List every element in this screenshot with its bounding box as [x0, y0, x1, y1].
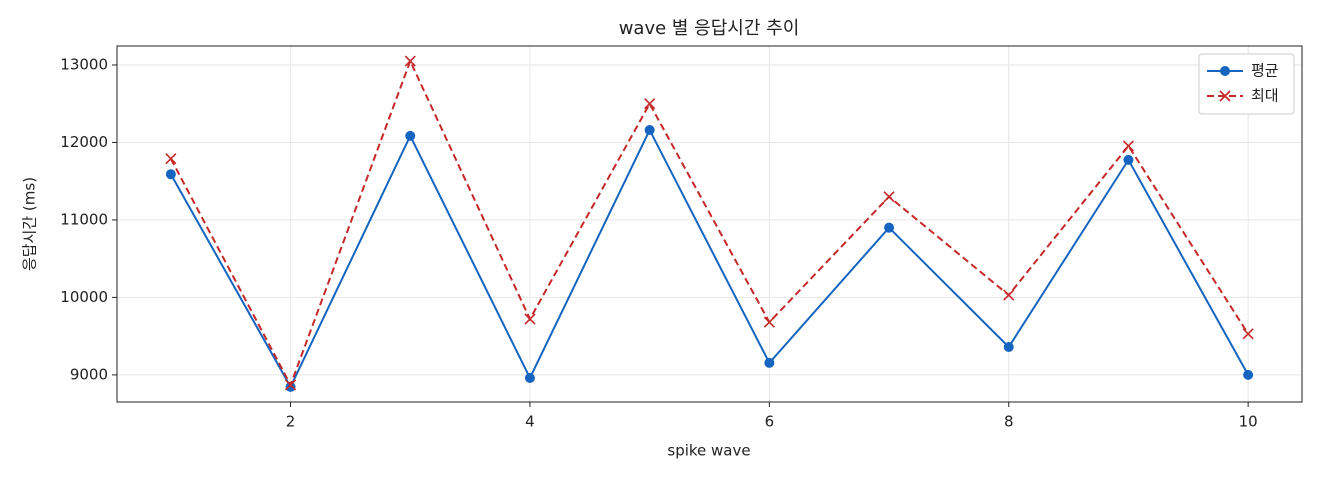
data-point — [404, 55, 416, 67]
x-tick-label: 6 — [765, 413, 775, 431]
data-point — [1122, 140, 1135, 152]
data-point — [1123, 154, 1134, 165]
marker — [1243, 369, 1254, 380]
y-tick-label: 10000 — [60, 288, 108, 306]
x-tick-label: 8 — [1004, 413, 1014, 431]
data-point — [524, 372, 535, 383]
marker — [1003, 341, 1014, 352]
y-tick-label: 9000 — [70, 365, 108, 383]
marker — [644, 125, 655, 136]
legend-label: 최대 — [1251, 87, 1279, 105]
data-point — [524, 313, 536, 325]
marker — [404, 55, 416, 67]
legend-marker — [1219, 90, 1231, 102]
y-axis-label: 응답시간 (ms) — [21, 177, 39, 271]
marker — [883, 191, 895, 203]
legend-box — [1198, 53, 1295, 115]
data-point — [165, 169, 176, 180]
legend-marker — [1220, 66, 1230, 76]
data-point — [1243, 369, 1254, 380]
marker — [405, 130, 416, 141]
data-point — [1242, 328, 1254, 340]
series-line — [169, 58, 1249, 388]
data-point — [883, 191, 895, 203]
marker — [524, 313, 536, 325]
x-tick-label: 4 — [525, 413, 535, 431]
marker — [1003, 289, 1015, 301]
marker — [524, 372, 535, 383]
marker — [1123, 154, 1134, 165]
x-tick-label: 10 — [1239, 413, 1258, 431]
marker — [763, 316, 775, 328]
data-point — [764, 357, 775, 368]
marker — [1242, 328, 1254, 340]
marker — [1122, 140, 1135, 152]
marker — [165, 153, 177, 165]
series-line — [169, 127, 1250, 390]
x-tick-label: 2 — [286, 413, 296, 431]
legend-label: 평균 — [1251, 62, 1279, 80]
data-point — [884, 222, 895, 233]
marker — [884, 222, 895, 233]
data-point — [644, 125, 655, 136]
y-tick-label: 13000 — [60, 55, 108, 73]
data-point — [1003, 289, 1015, 301]
x-axis-label: spike wave — [667, 442, 750, 460]
chart-title: wave 별 응답시간 추이 — [619, 18, 800, 39]
data-point — [284, 379, 297, 391]
marker — [644, 98, 656, 110]
marker — [764, 357, 775, 368]
marker — [284, 379, 297, 391]
data-point — [644, 98, 656, 110]
data-point — [1003, 341, 1014, 352]
marker — [165, 169, 176, 180]
data-point — [165, 153, 177, 165]
data-point — [405, 130, 416, 141]
y-tick-label: 11000 — [60, 210, 108, 228]
plot-frame — [116, 45, 1303, 403]
y-tick-label: 12000 — [60, 133, 108, 151]
data-point — [763, 316, 775, 328]
